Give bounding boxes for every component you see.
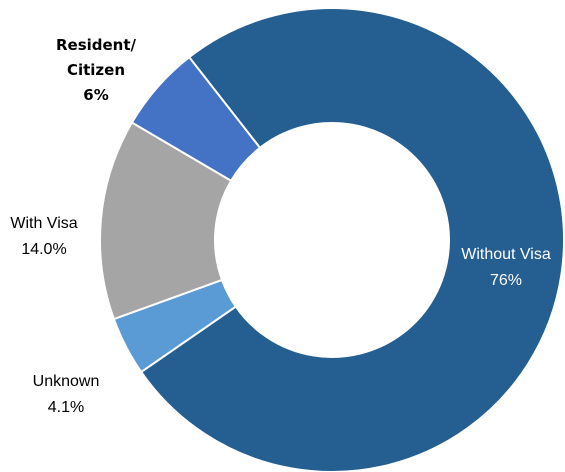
label-unknown-value: 4.1% (48, 399, 84, 416)
label-unknown-name: Unknown (33, 373, 100, 390)
label-resident-name-line2: Citizen (67, 61, 125, 79)
label-with-visa-value: 14.0% (21, 241, 66, 258)
label-with-visa-name: With Visa (10, 215, 77, 232)
donut-slice-without-visa (139, 7, 565, 472)
label-without-visa-name: Without Visa (461, 246, 551, 263)
donut-slices (99, 7, 565, 472)
label-resident-name-line1: Resident/ (56, 36, 137, 54)
label-resident-value: 6% (83, 86, 108, 104)
donut-slice-with-visa (99, 121, 233, 321)
donut-slice-resident-citizen (130, 55, 262, 183)
label-without-visa-value: 76% (490, 272, 522, 289)
